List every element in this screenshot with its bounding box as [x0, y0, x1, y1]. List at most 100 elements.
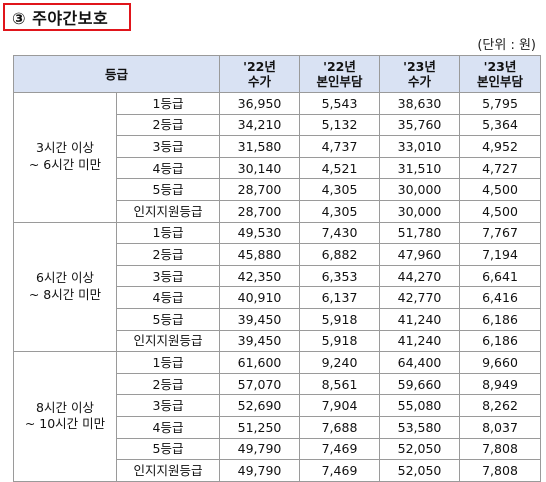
header-col-4: '23년 본인부담 [459, 55, 542, 93]
value-cell: 5,364 [459, 113, 542, 137]
grade-cell: 3등급 [115, 135, 221, 158]
table-row: 6시간 이상 ~ 8시간 미만 1등급 49,530 7,430 51,780 7,767 [13, 221, 542, 353]
value-cell: 28,700 [219, 199, 301, 223]
table-row: 2등급 57,070 8,561 59,660 8,949 [14, 372, 542, 396]
value-cell: 4,500 [459, 199, 542, 223]
value-cell: 30,000 [379, 178, 461, 201]
value-cell: 6,641 [459, 264, 542, 288]
value-cell: 31,510 [379, 156, 461, 180]
value-cell: 7,688 [299, 415, 381, 439]
grade-cell: 인지지원등급 [115, 459, 221, 482]
grade-cell: 4등급 [115, 415, 221, 439]
value-cell: 35,760 [379, 113, 461, 137]
value-cell: 5,543 [299, 92, 381, 115]
section-title: ③ 주야간보호 [12, 9, 109, 28]
value-cell: 6,353 [299, 264, 381, 288]
grade-cell: 2등급 [115, 113, 221, 137]
table-row: 8시간 이상 ~ 10시간 미만 1등급 61,600 9,240 64,400 9,660 [13, 351, 542, 482]
value-cell: 53,580 [379, 415, 461, 439]
value-cell: 4,521 [299, 156, 381, 180]
value-cell: 61,600 [219, 351, 301, 374]
value-cell: 7,469 [299, 459, 381, 482]
grade-cell: 1등급 [115, 351, 221, 374]
table-row: 3등급 31,580 4,737 33,010 4,952 [14, 135, 542, 158]
grade-cell: 3등급 [115, 264, 221, 288]
value-cell: 44,270 [379, 264, 461, 288]
value-cell: 49,530 [219, 221, 301, 245]
value-cell: 4,727 [459, 156, 542, 180]
value-cell: 6,416 [459, 286, 542, 309]
value-cell: 8,262 [459, 394, 542, 417]
value-cell: 64,400 [379, 351, 461, 374]
value-cell: 39,450 [219, 307, 301, 331]
value-cell: 42,770 [379, 286, 461, 309]
table-row: 인지지원등급 39,450 5,918 41,240 6,186 [14, 329, 542, 353]
unit-note: (단위 : 원) [477, 38, 536, 53]
value-cell: 7,808 [459, 459, 542, 482]
value-cell: 45,880 [219, 243, 301, 266]
value-cell: 51,250 [219, 415, 301, 439]
value-cell: 4,500 [459, 178, 542, 201]
value-cell: 41,240 [379, 329, 461, 353]
grade-cell: 4등급 [115, 286, 221, 309]
value-cell: 41,240 [379, 307, 461, 331]
value-cell: 52,050 [379, 459, 461, 482]
value-cell: 47,960 [379, 243, 461, 266]
grade-cell: 5등급 [115, 437, 221, 461]
grade-cell: 5등급 [115, 307, 221, 331]
value-cell: 7,808 [459, 437, 542, 461]
value-cell: 28,700 [219, 178, 301, 201]
value-cell: 7,469 [299, 437, 381, 461]
value-cell: 4,305 [299, 178, 381, 201]
grade-cell: 4등급 [115, 156, 221, 180]
value-cell: 59,660 [379, 372, 461, 396]
grade-cell: 5등급 [115, 178, 221, 201]
grade-cell: 2등급 [115, 243, 221, 266]
value-cell: 6,137 [299, 286, 381, 309]
value-cell: 42,350 [219, 264, 301, 288]
table-row: 인지지원등급 49,790 7,469 52,050 7,808 [14, 459, 542, 482]
value-cell: 30,140 [219, 156, 301, 180]
value-cell: 55,080 [379, 394, 461, 417]
value-cell: 6,186 [459, 307, 542, 331]
value-cell: 49,790 [219, 459, 301, 482]
value-cell: 7,767 [459, 221, 542, 245]
value-cell: 6,186 [459, 329, 542, 353]
time-category: 6시간 이상 ~ 8시간 미만 [13, 221, 117, 353]
value-cell: 9,660 [459, 351, 542, 374]
value-cell: 4,952 [459, 135, 542, 158]
value-cell: 34,210 [219, 113, 301, 137]
value-cell: 8,949 [459, 372, 542, 396]
table-row: 3시간 이상 ~ 6시간 미만 1등급 36,950 5,543 38,630 5,795 [13, 92, 542, 223]
table-row: 2등급 45,880 6,882 47,960 7,194 [14, 243, 542, 266]
value-cell: 5,918 [299, 329, 381, 353]
value-cell: 39,450 [219, 329, 301, 353]
fee-table: 등급 '22년 수가 '22년 본인부담 '23년 수가 '23년 본인부담 3시간 이… [12, 55, 542, 482]
header-row: 등급 '22년 수가 '22년 본인부담 '23년 수가 '23년 본인부담 [12, 55, 542, 93]
grade-cell: 1등급 [115, 221, 221, 245]
value-cell: 52,050 [379, 437, 461, 461]
value-cell: 31,580 [219, 135, 301, 158]
fee-table-body: 3시간 이상 ~ 6시간 미만 1등급 36,950 5,543 38,630 5,795 2… [13, 92, 542, 482]
value-cell: 5,918 [299, 307, 381, 331]
value-cell: 7,194 [459, 243, 542, 266]
value-cell: 5,132 [299, 113, 381, 137]
value-cell: 57,070 [219, 372, 301, 396]
value-cell: 4,305 [299, 199, 381, 223]
grade-cell: 인지지원등급 [115, 329, 221, 353]
grade-cell: 3등급 [115, 394, 221, 417]
value-cell: 30,000 [379, 199, 461, 223]
value-cell: 36,950 [219, 92, 301, 115]
value-cell: 4,737 [299, 135, 381, 158]
grade-cell: 인지지원등급 [115, 199, 221, 223]
value-cell: 8,037 [459, 415, 542, 439]
value-cell: 8,561 [299, 372, 381, 396]
table-row: 4등급 40,910 6,137 42,770 6,416 [14, 286, 542, 309]
value-cell: 51,780 [379, 221, 461, 245]
grade-cell: 1등급 [115, 92, 221, 115]
time-category: 3시간 이상 ~ 6시간 미만 [13, 92, 117, 223]
header-col-2: '22년 본인부담 [299, 55, 381, 93]
table-row: 3등급 52,690 7,904 55,080 8,262 [14, 394, 542, 417]
value-cell: 5,795 [459, 92, 542, 115]
header-grade: 등급 [12, 55, 221, 93]
